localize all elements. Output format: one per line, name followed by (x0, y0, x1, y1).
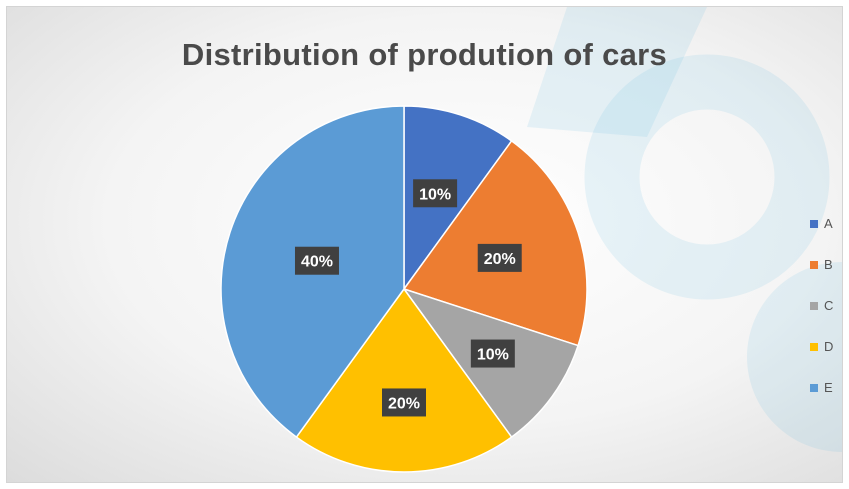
pie-slice-b (402, 139, 588, 347)
data-label-c: 10% (470, 339, 515, 368)
data-label-b: 20% (477, 243, 522, 272)
svg-text:40%: 40% (301, 254, 333, 271)
legend-swatch (810, 342, 818, 351)
svg-text:10%: 10% (477, 347, 509, 364)
data-label-d: 20% (382, 388, 426, 417)
legend-item-b: B (810, 244, 833, 285)
legend-item-d: D (810, 326, 833, 367)
watermark-logo (527, 7, 842, 452)
legend-swatch (810, 219, 818, 228)
legend-item-c: C (810, 285, 833, 326)
legend-swatch (810, 260, 818, 269)
svg-text:10%: 10% (419, 186, 451, 203)
legend-label: D (824, 339, 834, 354)
svg-text:20%: 20% (484, 251, 516, 268)
data-label-a: 10% (413, 179, 458, 208)
svg-text:20%: 20% (388, 395, 420, 412)
legend-label: E (824, 380, 833, 395)
legend-label: B (824, 257, 833, 272)
legend-label: A (824, 216, 833, 231)
pie-chart: 10% 20% 10% 20% 40% (220, 105, 588, 473)
chart-title: Distribution of prodution of cars (181, 37, 668, 72)
pie-slice-d (295, 287, 513, 473)
chart-legend: A B C D E (810, 203, 833, 408)
data-label-e: 40% (294, 246, 339, 275)
legend-label: C (824, 298, 834, 313)
legend-item-a: A (810, 203, 833, 244)
legend-swatch (810, 383, 818, 392)
pie-slice-a (403, 105, 513, 292)
chart-area: Distribution of prodution of cars 10% 20%… (6, 6, 843, 483)
legend-item-e: E (810, 367, 833, 408)
legend-swatch (810, 301, 818, 310)
